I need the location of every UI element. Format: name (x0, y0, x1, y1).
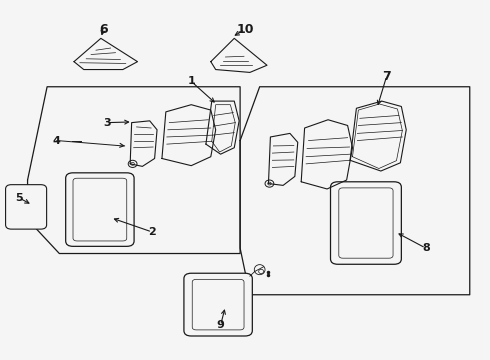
Text: 7: 7 (382, 69, 391, 82)
FancyBboxPatch shape (331, 182, 401, 264)
Text: 4: 4 (53, 136, 61, 145)
Text: 6: 6 (99, 23, 108, 36)
Text: 8: 8 (422, 243, 430, 253)
Text: 1: 1 (187, 76, 195, 86)
FancyBboxPatch shape (184, 273, 252, 336)
Text: 5: 5 (16, 193, 23, 203)
Text: 3: 3 (103, 118, 111, 128)
FancyBboxPatch shape (5, 185, 47, 229)
Text: 9: 9 (217, 320, 224, 330)
Text: 10: 10 (236, 23, 254, 36)
FancyBboxPatch shape (66, 173, 134, 246)
Text: 2: 2 (148, 227, 156, 237)
